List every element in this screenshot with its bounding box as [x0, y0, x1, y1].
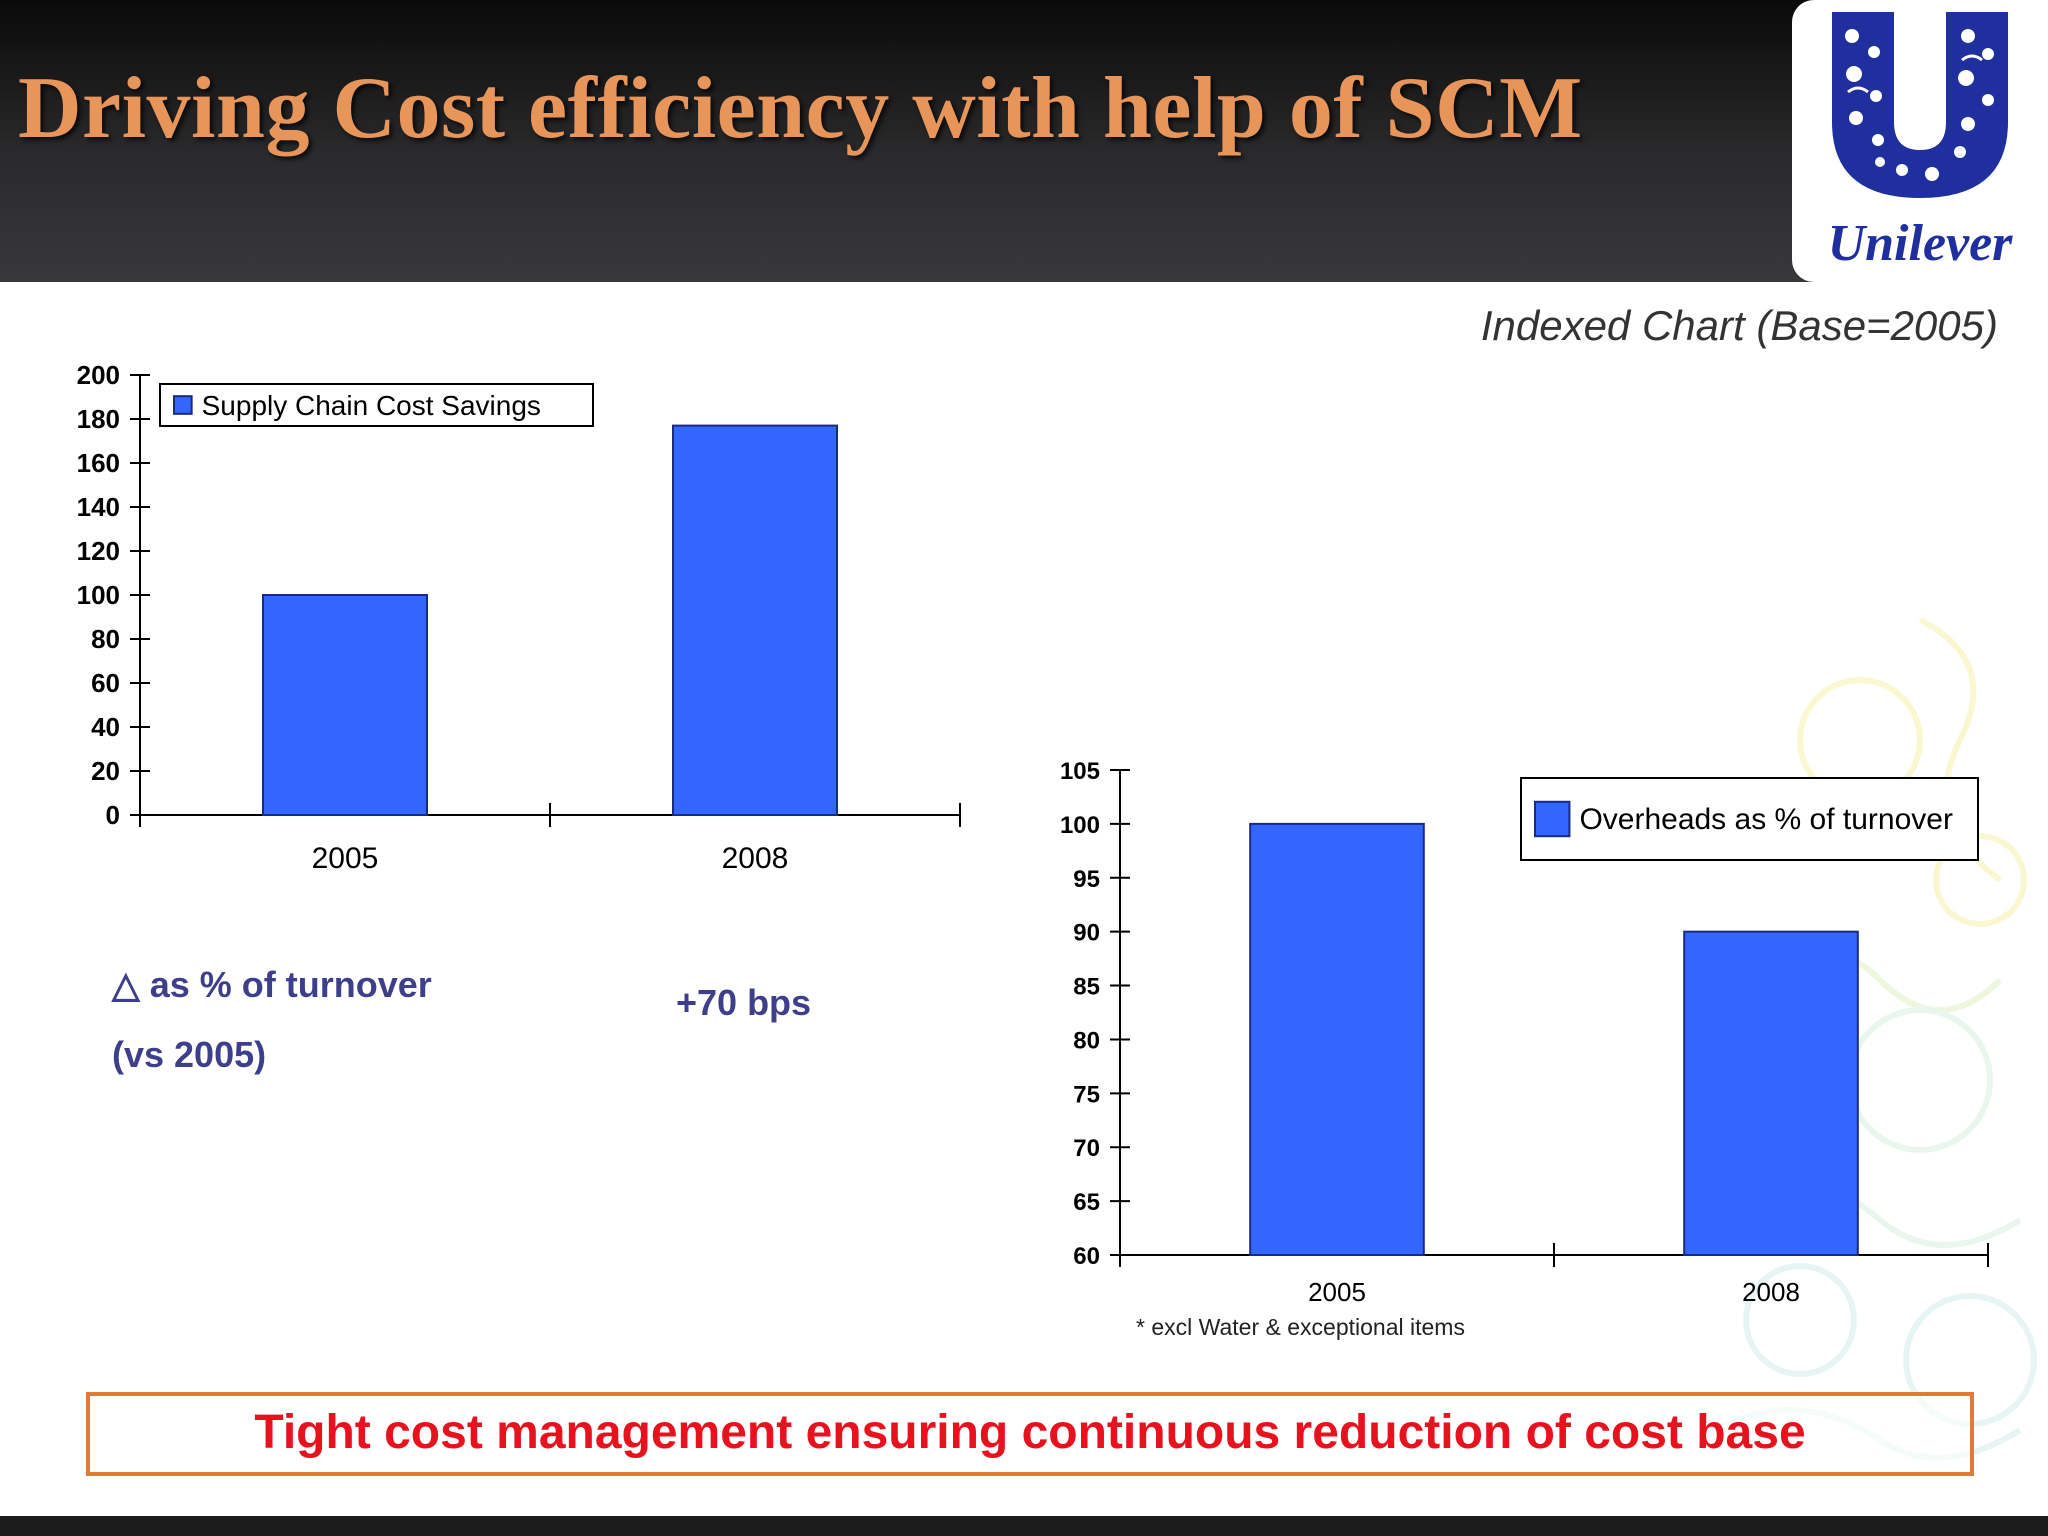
legend: Supply Chain Cost Savings — [159, 383, 594, 427]
logo-wordmark: Unilever — [1827, 215, 2013, 272]
y-tick-label: 160 — [77, 448, 120, 478]
x-category-label: 2005 — [1308, 1277, 1366, 1307]
y-tick-label: 0 — [106, 800, 120, 830]
y-tick-label: 40 — [91, 712, 120, 742]
y-tick-label: 200 — [77, 360, 120, 390]
y-tick-label: 75 — [1073, 1081, 1100, 1108]
bar-2008 — [1683, 930, 1859, 1257]
unilever-logo: Unilever — [1792, 0, 2048, 282]
unilever-u-emblem-icon — [1832, 12, 2008, 198]
y-tick-label: 90 — [1073, 920, 1100, 947]
y-tick-label: 85 — [1073, 974, 1100, 1001]
y-tick-label: 65 — [1073, 1189, 1100, 1216]
legend-swatch — [173, 395, 193, 415]
delta-label: △ as % of turnover (vs 2005) — [112, 950, 432, 1090]
y-tick-label: 80 — [1073, 1027, 1100, 1054]
delta-value: +70 bps — [676, 982, 812, 1023]
x-category-label: 2008 — [1742, 1277, 1800, 1307]
y-tick-label: 100 — [77, 580, 120, 610]
legend-box — [1520, 777, 1979, 861]
delta-label-line2: (vs 2005) — [112, 1034, 267, 1075]
takeaway-box: Tight cost management ensuring continuou… — [86, 1392, 1974, 1476]
y-tick-label: 20 — [91, 756, 120, 786]
y-tick-label: 100 — [1060, 812, 1100, 839]
y-tick-label: 80 — [91, 624, 120, 654]
bar-2005 — [262, 594, 428, 816]
y-tick-label: 70 — [1073, 1135, 1100, 1162]
footnote: * excl Water & exceptional items — [1136, 1314, 1465, 1340]
y-tick-label: 140 — [77, 492, 120, 522]
legend-swatch — [1534, 800, 1571, 838]
header-bar: Driving Cost efficiency with help of SCM — [0, 0, 2048, 282]
y-tick-label: 180 — [77, 404, 120, 434]
legend-label: Overheads as % of turnover — [1579, 803, 1953, 836]
y-tick-label: 60 — [1073, 1243, 1100, 1270]
delta-label-line1: △ as % of turnover — [112, 964, 432, 1005]
legend: Overheads as % of turnover — [1520, 777, 1979, 861]
bar-2005 — [1249, 822, 1425, 1257]
x-category-label: 2005 — [312, 842, 379, 875]
y-tick-label: 95 — [1073, 866, 1100, 893]
slide-title: Driving Cost efficiency with help of SCM — [18, 60, 1583, 157]
legend-label: Supply Chain Cost Savings — [202, 390, 541, 421]
chart-note: Indexed Chart (Base=2005) — [1480, 302, 1998, 349]
bar-2008 — [672, 424, 838, 816]
y-tick-label: 120 — [77, 536, 120, 566]
x-category-label: 2008 — [722, 842, 789, 875]
y-tick-label: 60 — [91, 668, 120, 698]
y-tick-label: 105 — [1060, 758, 1100, 785]
legend-box — [159, 383, 594, 427]
bottom-band — [0, 1516, 2048, 1536]
